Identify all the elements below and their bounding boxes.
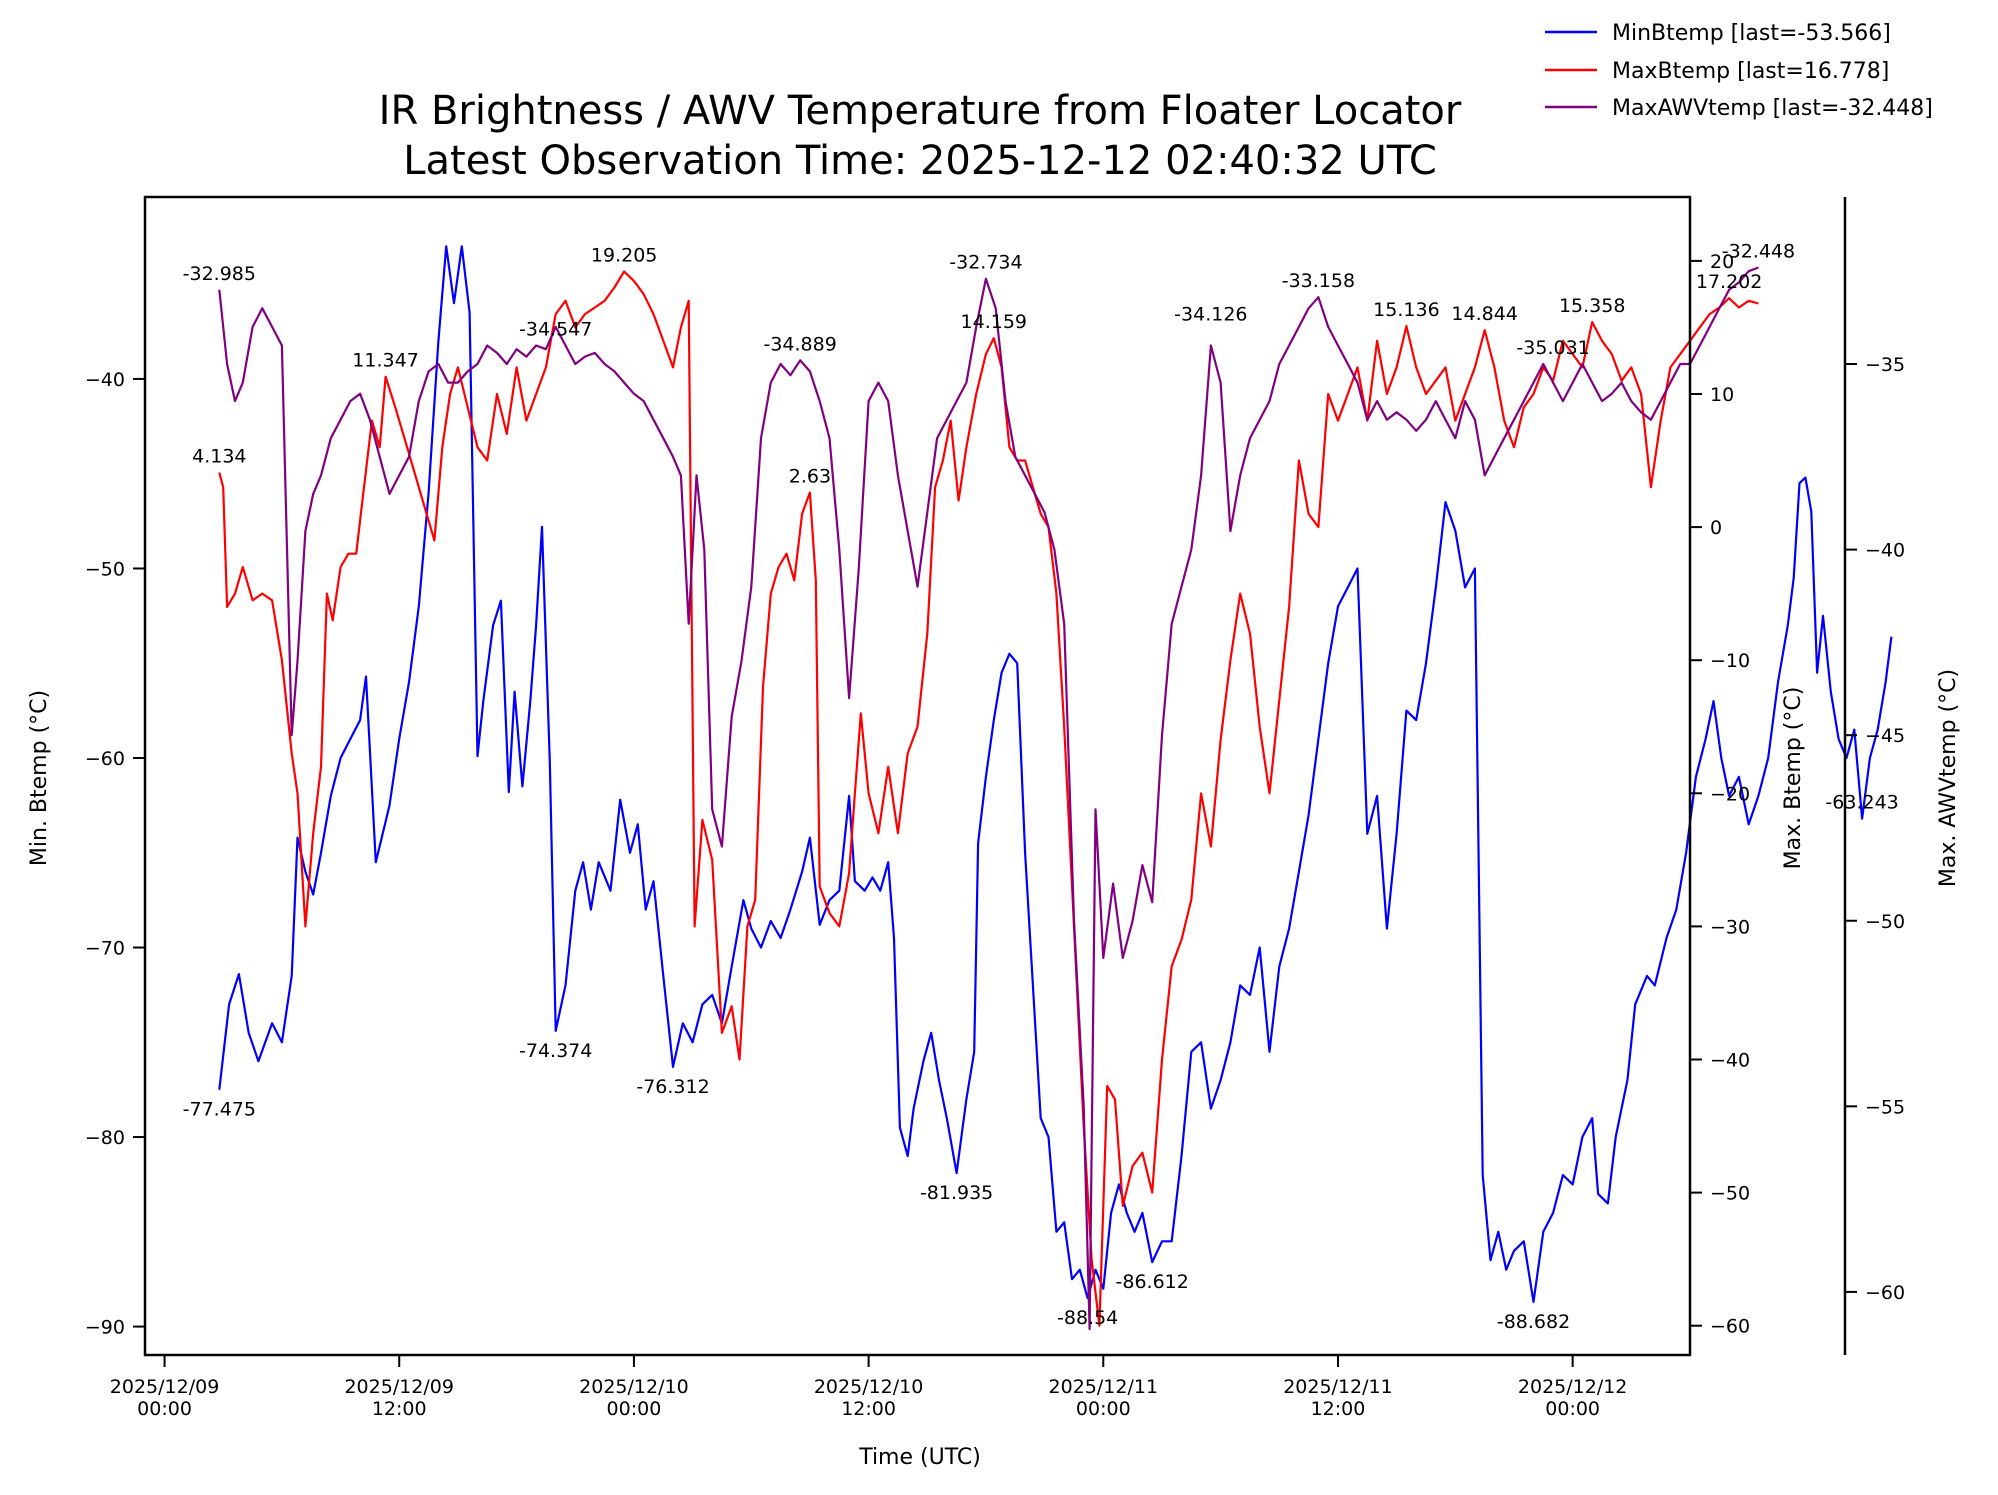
annotation-minbtemp: -76.312 — [636, 1076, 709, 1098]
y-tick-label-min: −60 — [85, 748, 125, 770]
annotation-maxbtemp: 14.844 — [1451, 303, 1517, 325]
plot-frame — [143, 195, 1692, 1357]
annotation-layer: -77.475 -74.374 -76.312 -81.935 -88.54 -86.61… — [183, 241, 1899, 1333]
annotation-maxawvtemp: -32.985 — [183, 263, 256, 285]
annotation-maxbtemp: 2.63 — [789, 465, 831, 487]
annotation-maxawvtemp: -32.448 — [1722, 241, 1795, 263]
axes-layer: 2025/12/0900:002025/12/0912:002025/12/10… — [85, 195, 1905, 1420]
annotation-maxbtemp: 17.202 — [1696, 271, 1762, 293]
y-tick-label-min: −40 — [85, 369, 125, 391]
x-tick-label-time: 00:00 — [137, 1398, 192, 1420]
legend-label-maxawvtemp: MaxAWVtemp [last=-32.448] — [1612, 96, 1933, 121]
x-tick-label-time: 00:00 — [1545, 1398, 1600, 1420]
x-tick-label-date: 2025/12/09 — [110, 1376, 220, 1398]
annotation-minbtemp: -86.612 — [1116, 1271, 1189, 1293]
annotation-maxawvtemp: -34.126 — [1174, 304, 1247, 326]
y-tick-label-awv: −35 — [1865, 354, 1905, 376]
x-tick-label-time: 00:00 — [1076, 1398, 1131, 1420]
annotation-maxawvtemp: -35.031 — [1516, 337, 1589, 359]
x-tick-label-time: 12:00 — [1311, 1398, 1366, 1420]
x-tick-label-time: 12:00 — [372, 1398, 427, 1420]
annotation-maxbtemp: 19.205 — [591, 245, 657, 267]
y-tick-label-max: −20 — [1710, 783, 1750, 805]
annotation-maxbtemp: 15.358 — [1559, 295, 1625, 317]
annotation-maxawvtemp: -34.547 — [519, 318, 592, 340]
y-tick-label-max: 10 — [1710, 384, 1734, 406]
annotation-maxbtemp: 15.136 — [1373, 299, 1439, 321]
annotation-maxawvtemp: -33.158 — [1282, 270, 1355, 292]
y-axis-label-max: Max. Btemp (°C) — [1781, 687, 1806, 870]
x-axis-label: Time (UTC) — [858, 1445, 981, 1470]
legend-label-maxbtemp: MaxBtemp [last=16.778] — [1612, 59, 1889, 84]
y-tick-label-awv: −40 — [1865, 540, 1905, 562]
x-tick-label-date: 2025/12/09 — [344, 1376, 454, 1398]
y-tick-label-awv: −55 — [1865, 1096, 1905, 1118]
x-tick-label-date: 2025/12/12 — [1518, 1376, 1628, 1398]
annotation-minbtemp: -74.374 — [519, 1040, 592, 1062]
annotation-maxbtemp: 11.347 — [352, 350, 418, 372]
y-tick-label-max: −10 — [1710, 650, 1750, 672]
chart-subtitle: Latest Observation Time: 2025-12-12 02:4… — [403, 138, 1437, 184]
x-tick-label-time: 12:00 — [841, 1398, 896, 1420]
y-tick-label-max: −40 — [1710, 1050, 1750, 1072]
series-line-minbtemp — [218, 245, 1893, 1304]
series-layer — [218, 245, 1893, 1331]
legend: MinBtemp [last=-53.566] MaxBtemp [last=1… — [1545, 21, 1933, 121]
x-tick-label-date: 2025/12/10 — [579, 1376, 689, 1398]
legend-label-minbtemp: MinBtemp [last=-53.566] — [1612, 21, 1891, 46]
y-tick-label-max: −60 — [1710, 1316, 1750, 1338]
y-tick-label-max: −50 — [1710, 1183, 1750, 1205]
annotation-maxbtemp: 4.134 — [192, 446, 246, 468]
y-tick-label-min: −70 — [85, 938, 125, 960]
x-tick-label-time: 00:00 — [607, 1398, 662, 1420]
annotation-maxawvtemp: -34.889 — [763, 333, 836, 355]
y-axis-label-awv: Max. AWVtemp (°C) — [1936, 669, 1961, 887]
series-line-maxawvtemp — [218, 266, 1759, 1331]
annotation-maxawvtemp: -32.734 — [949, 252, 1022, 274]
series-line-maxbtemp — [218, 270, 1759, 1327]
y-axis-label-min: Min. Btemp (°C) — [27, 690, 52, 866]
annotation-minbtemp: -88.682 — [1497, 1311, 1570, 1333]
x-tick-label-date: 2025/12/11 — [1049, 1376, 1159, 1398]
annotation-maxbtemp: 14.159 — [961, 311, 1027, 333]
y-tick-label-max: 0 — [1710, 517, 1722, 539]
y-tick-label-max: −30 — [1710, 916, 1750, 938]
annotation-minbtemp: -63.243 — [1825, 792, 1898, 814]
y-tick-label-awv: −45 — [1865, 725, 1905, 747]
y-tick-label-min: −80 — [85, 1127, 125, 1149]
chart-title: IR Brightness / AWV Temperature from Flo… — [379, 88, 1462, 134]
annotation-minbtemp: -81.935 — [920, 1182, 993, 1204]
y-tick-label-max: 20 — [1710, 251, 1734, 273]
y-tick-label-min: −90 — [85, 1317, 125, 1339]
annotation-minbtemp: -77.475 — [183, 1099, 256, 1121]
x-tick-label-date: 2025/12/10 — [814, 1376, 924, 1398]
x-tick-label-date: 2025/12/11 — [1283, 1376, 1393, 1398]
y-tick-label-awv: −60 — [1865, 1282, 1905, 1304]
y-tick-label-awv: −50 — [1865, 911, 1905, 933]
annotation-minbtemp: -88.54 — [1057, 1307, 1118, 1329]
y-tick-label-min: −50 — [85, 558, 125, 580]
